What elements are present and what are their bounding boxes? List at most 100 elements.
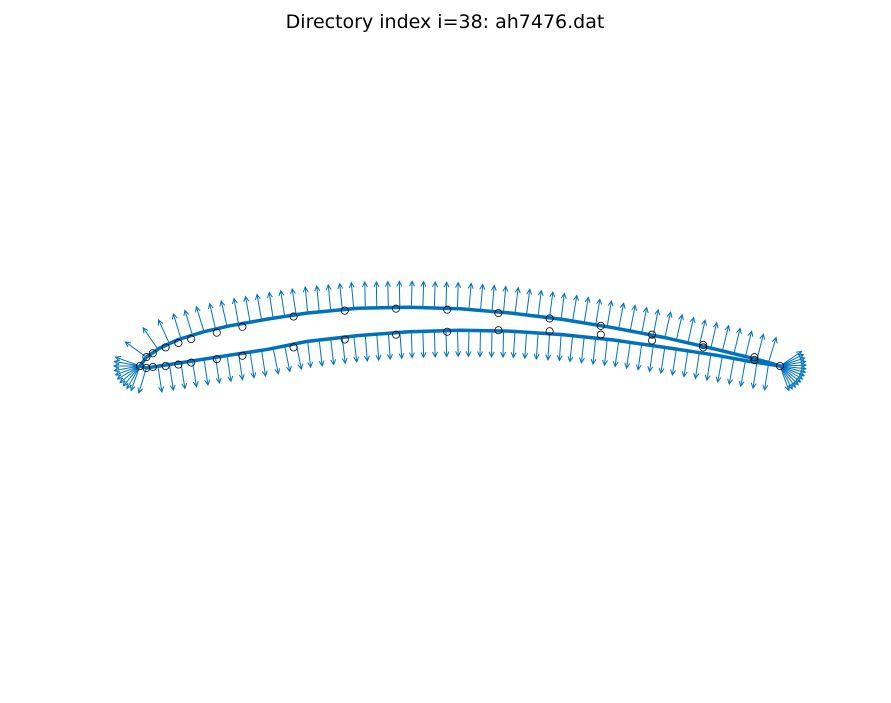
panel-node-marker xyxy=(699,340,708,349)
panel-node-marker xyxy=(238,351,247,360)
normal-vector-arrow xyxy=(398,332,405,360)
normal-vector-arrow xyxy=(238,353,245,381)
panel-node-marker xyxy=(596,330,605,339)
normal-vector-arrow xyxy=(526,288,533,316)
normal-vector-arrow xyxy=(768,336,778,363)
normal-vector-arrow xyxy=(612,340,620,368)
normal-vector-arrow xyxy=(203,359,211,386)
normal-vector-arrow xyxy=(629,304,638,332)
normal-vector-arrow xyxy=(363,334,370,363)
normal-vector-arrow xyxy=(168,364,176,392)
normal-vector-arrow xyxy=(194,305,205,332)
normal-vector-arrow xyxy=(420,331,427,359)
panel-node-marker xyxy=(494,309,503,318)
normal-vector-arrow xyxy=(266,291,274,319)
panel-node-marker xyxy=(443,327,452,336)
normal-vector-arrow xyxy=(624,342,631,370)
normal-vector-arrow xyxy=(583,296,591,324)
normal-vector-arrow xyxy=(567,335,574,363)
normal-vector-arrow xyxy=(261,350,268,378)
normal-vector-arrow xyxy=(330,338,337,366)
panel-node-marker xyxy=(142,363,151,372)
normal-vector-arrow xyxy=(231,297,240,325)
panel-node-marker xyxy=(699,343,708,352)
normal-vector-arrow xyxy=(762,364,769,392)
normal-vector-arrow xyxy=(455,281,461,309)
normal-vector-arrow xyxy=(157,366,165,394)
normal-vector-arrow xyxy=(590,338,597,366)
normal-vector-arrow xyxy=(409,331,415,359)
normal-vector-arrow xyxy=(142,326,159,350)
normal-vector-arrow xyxy=(670,349,677,376)
normal-vector-arrow xyxy=(183,309,193,336)
panel-node-marker xyxy=(494,326,503,335)
normal-vector-arrow xyxy=(647,345,654,373)
panel-node-marker xyxy=(776,361,785,370)
panel-node-marker xyxy=(187,358,196,367)
normal-vector-arrow xyxy=(114,355,141,367)
normal-vector-arrow xyxy=(137,367,147,394)
normal-vector-arrow xyxy=(687,316,696,343)
normal-vector-arrow xyxy=(348,281,355,309)
normal-vector-arrow xyxy=(658,347,666,375)
normal-vector-arrow xyxy=(698,319,707,346)
normal-vector-arrow xyxy=(477,330,484,358)
normal-vector-arrow xyxy=(113,365,141,373)
normal-vector-arrow xyxy=(549,290,556,318)
normal-vectors xyxy=(112,280,808,394)
normal-vector-arrow xyxy=(675,313,684,341)
panel-nodes xyxy=(135,304,785,372)
normal-vector-arrow xyxy=(537,289,544,317)
panel-node-marker xyxy=(142,353,151,362)
panel-node-marker xyxy=(161,343,170,352)
normal-vector-arrow xyxy=(479,283,486,311)
normal-vector-arrow xyxy=(432,280,438,308)
normal-vector-arrow xyxy=(114,365,141,377)
normal-vector-arrow xyxy=(595,298,602,325)
normal-vector-arrow xyxy=(727,358,735,386)
normal-vector-arrow xyxy=(443,281,450,309)
normal-vector-arrow xyxy=(510,331,517,359)
normal-vector-arrow xyxy=(556,334,563,362)
normal-vector-arrow xyxy=(606,299,614,327)
normal-vector-arrow xyxy=(278,289,286,317)
panel-node-marker xyxy=(212,355,221,364)
normal-vector-arrow xyxy=(249,352,257,379)
panel-node-marker xyxy=(289,312,298,321)
normal-vector-arrow xyxy=(693,352,700,380)
panel-node-marker xyxy=(148,349,157,358)
normal-vector-arrow xyxy=(545,333,552,361)
normal-vector-arrow xyxy=(715,356,723,384)
normal-vector-arrow xyxy=(420,280,427,308)
panel-node-marker xyxy=(545,327,554,336)
normal-vector-arrow xyxy=(533,332,540,361)
normal-vector-arrow xyxy=(129,365,141,392)
normal-vector-arrow xyxy=(284,345,292,373)
panel-node-marker xyxy=(443,305,452,314)
normal-vector-arrow xyxy=(664,311,673,338)
panel-node-marker xyxy=(187,335,196,344)
normal-vector-arrow xyxy=(157,319,170,344)
normal-vector-arrow xyxy=(373,280,380,308)
normal-vector-arrow xyxy=(307,341,314,369)
normal-vector-arrow xyxy=(500,331,507,359)
panel-node-marker xyxy=(750,353,759,362)
normal-vector-arrow xyxy=(522,332,529,360)
normal-vector-arrow xyxy=(733,327,742,354)
normal-vector-arrow xyxy=(465,330,472,358)
normal-vector-arrow xyxy=(396,280,403,308)
normal-vector-arrow xyxy=(502,285,509,313)
normal-vector-arrow xyxy=(432,330,438,359)
normal-vector-arrow xyxy=(272,348,281,375)
normal-vector-arrow xyxy=(207,302,217,330)
normal-vector-arrow xyxy=(579,336,585,364)
normal-vector-arrow xyxy=(744,330,754,357)
normal-vector-arrow xyxy=(618,302,626,329)
normal-vector-arrow xyxy=(756,333,766,360)
normal-vector-arrow xyxy=(226,355,234,383)
normal-vector-arrow xyxy=(409,280,415,308)
upper-surface-curve xyxy=(138,305,782,368)
normal-vector-arrow xyxy=(180,362,188,390)
normal-vector-arrow xyxy=(681,350,689,378)
